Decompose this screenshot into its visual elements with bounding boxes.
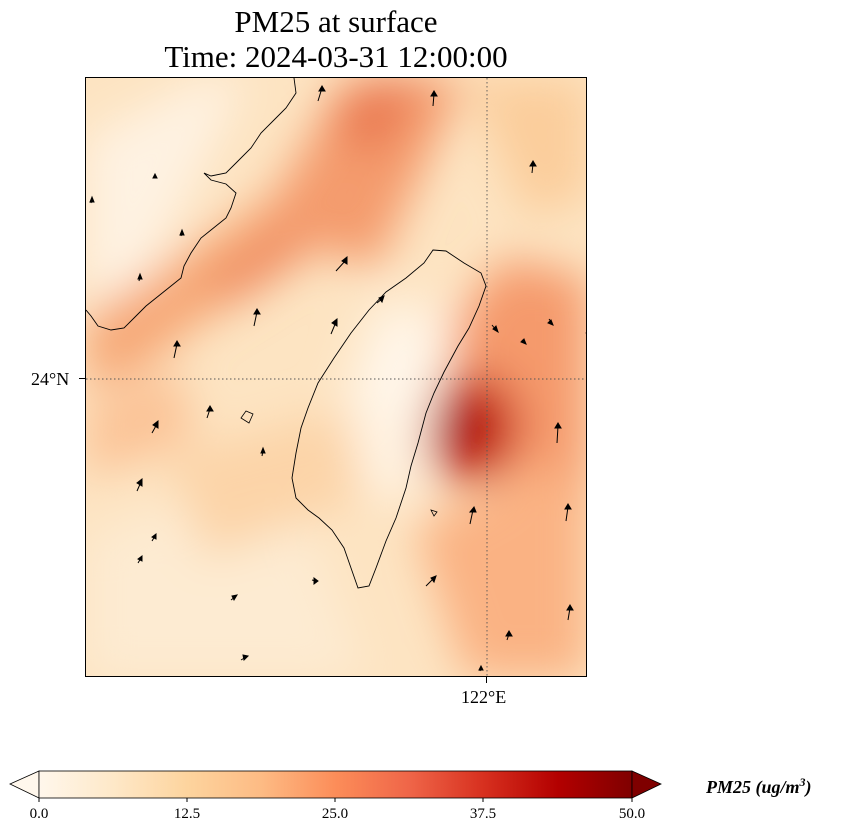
wind-arrow <box>425 575 437 587</box>
wind-arrow <box>151 533 157 542</box>
wind-arrow <box>430 90 438 107</box>
wind-arrow <box>491 324 499 334</box>
wind-vectors <box>89 85 574 672</box>
colorbar-tick-label: 12.5 <box>173 806 201 822</box>
island-coastline <box>585 332 586 334</box>
map-title: PM25 at surface <box>234 4 438 39</box>
map-panel <box>85 77 587 677</box>
wind-arrow <box>317 85 326 102</box>
colorbar-min-extend <box>9 770 40 799</box>
wind-arrow <box>529 160 537 174</box>
wind-arrow <box>151 419 159 434</box>
wind-arrow <box>206 405 214 419</box>
colorbar-tick-label: 37.5 <box>469 806 497 822</box>
wind-arrow <box>335 255 348 272</box>
taiwan-coastline <box>291 249 487 589</box>
wind-arrow <box>253 308 261 327</box>
wind-arrow <box>152 172 158 179</box>
wind-arrow <box>564 503 572 522</box>
wind-arrow <box>173 340 181 359</box>
wind-arrow <box>554 422 562 444</box>
wind-arrow <box>520 338 527 345</box>
colorbar-tick-label: 50.0 <box>618 806 646 822</box>
wind-arrow <box>89 195 95 204</box>
colorbar-tick-label: 25.0 <box>321 806 349 822</box>
wind-arrow <box>547 318 554 326</box>
wind-arrow <box>260 446 266 457</box>
island-coastline <box>240 410 254 424</box>
wind-arrow <box>478 664 484 672</box>
colorbar-gradient <box>38 770 633 799</box>
lon-tick-label: 122°E <box>461 687 507 707</box>
wind-arrow <box>240 654 250 662</box>
wind-arrow <box>566 604 574 621</box>
wind-arrow <box>330 317 338 335</box>
concentration-layer <box>86 78 586 676</box>
colorbar-tick-label: 0.0 <box>29 806 49 822</box>
lon-tick-mark <box>486 677 487 683</box>
wind-arrow <box>230 594 239 602</box>
wind-arrow <box>311 577 319 585</box>
wind-arrow <box>376 295 385 304</box>
lat-tick-mark <box>79 378 85 379</box>
wind-arrow <box>136 477 143 492</box>
colorbar-label: PM25 (ug/m3) <box>706 775 812 797</box>
island-coastline <box>430 509 438 517</box>
wind-arrow <box>505 630 513 641</box>
wind-arrow <box>137 555 143 564</box>
wind-arrow <box>137 272 143 282</box>
wind-arrow <box>179 228 185 237</box>
wind-arrow <box>468 506 477 525</box>
pm25-field <box>86 78 586 676</box>
colorbar <box>9 770 662 802</box>
lat-tick-label: 24°N <box>31 369 70 389</box>
colorbar-max-extend <box>631 770 662 799</box>
mainland-coastline <box>86 78 297 331</box>
map-timestamp: Time: 2024-03-31 12:00:00 <box>164 39 508 74</box>
